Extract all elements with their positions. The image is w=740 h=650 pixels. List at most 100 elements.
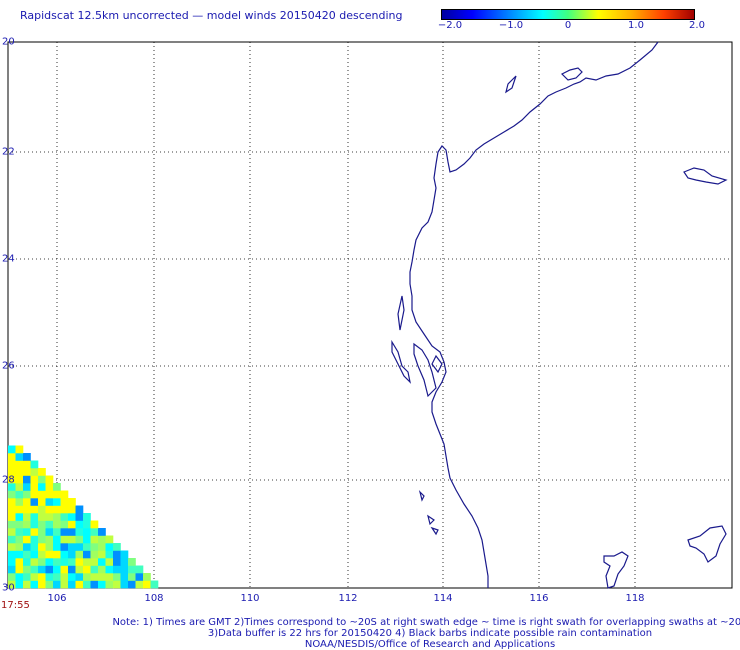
wind-cell xyxy=(68,558,76,566)
wind-cell xyxy=(75,573,84,581)
wind-cell xyxy=(45,558,54,566)
lat-label: 24 xyxy=(2,253,15,265)
wind-cell xyxy=(30,558,39,566)
wind-cell xyxy=(120,580,129,589)
wind-cell xyxy=(83,543,91,551)
wind-cell xyxy=(75,513,84,521)
wind-cell xyxy=(8,550,16,559)
wind-cell xyxy=(30,490,39,499)
wind-cell xyxy=(105,543,114,551)
wind-cell xyxy=(143,580,151,589)
wind-cell xyxy=(83,565,91,574)
wind-cell xyxy=(15,580,24,589)
wind-cell xyxy=(90,543,99,551)
colorbar-tick: −1.0 xyxy=(498,20,524,31)
wind-cell xyxy=(38,513,46,521)
wind-cell xyxy=(30,565,39,574)
wind-cell xyxy=(60,580,69,589)
wind-cell xyxy=(45,505,54,514)
wind-cell xyxy=(53,483,61,491)
wind-cell xyxy=(8,483,16,491)
wind-cell xyxy=(105,573,114,581)
wind-cell xyxy=(8,580,16,589)
wind-cell xyxy=(53,543,61,551)
wind-cell xyxy=(45,513,54,521)
wind-cell xyxy=(90,535,99,544)
wind-cell xyxy=(8,513,16,521)
wind-cell xyxy=(128,565,136,574)
wind-cell xyxy=(98,573,106,581)
wind-cell xyxy=(60,550,69,559)
wind-cell xyxy=(23,520,31,529)
wind-cell xyxy=(8,573,16,581)
colorbar-tick: 0 xyxy=(564,20,572,31)
wind-cell xyxy=(8,460,16,469)
wind-cell xyxy=(30,468,39,476)
wind-cell xyxy=(128,573,136,581)
wind-cell xyxy=(38,580,46,589)
wind-cell xyxy=(23,453,31,461)
map-title: Rapidscat 12.5km uncorrected — model win… xyxy=(20,9,403,22)
wind-cell xyxy=(23,490,31,499)
wind-cell xyxy=(60,573,69,581)
wind-cell xyxy=(83,528,91,536)
wind-cell xyxy=(83,580,91,589)
wind-cell xyxy=(15,483,24,491)
lon-label: 118 xyxy=(625,593,645,604)
wind-cell xyxy=(30,580,39,589)
wind-cell xyxy=(30,460,39,469)
lon-label: 116 xyxy=(529,593,549,604)
wind-cell xyxy=(60,528,69,536)
wind-cell xyxy=(60,520,69,529)
wind-cell xyxy=(38,535,46,544)
wind-cell xyxy=(15,565,24,574)
wind-cell xyxy=(38,475,46,484)
lat-label: 28 xyxy=(2,474,15,486)
wind-cell xyxy=(38,558,46,566)
wind-cell xyxy=(8,520,16,529)
wind-cell xyxy=(53,573,61,581)
coastline xyxy=(391,41,728,589)
wind-cell xyxy=(128,580,136,589)
footnote-line-2: 3)Data buffer is 22 hrs for 20150420 4) … xyxy=(207,628,653,639)
wind-cell xyxy=(68,528,76,536)
colorbar xyxy=(441,9,695,20)
wind-cell xyxy=(75,565,84,574)
wind-cell xyxy=(75,543,84,551)
wind-cell xyxy=(38,528,46,536)
footnote-line-3: NOAA/NESDIS/Office of Research and Appli… xyxy=(304,639,556,650)
grid-lines xyxy=(8,42,732,588)
wind-cell xyxy=(113,543,121,551)
wind-cell xyxy=(45,498,54,506)
wind-cell xyxy=(30,498,39,506)
wind-cell xyxy=(98,550,106,559)
wind-cell xyxy=(105,565,114,574)
wind-cell xyxy=(83,558,91,566)
wind-cell xyxy=(75,505,84,514)
lat-label: 20 xyxy=(2,36,15,48)
wind-cell xyxy=(90,550,99,559)
wind-cell xyxy=(15,550,24,559)
wind-cell xyxy=(8,565,16,574)
wind-cell xyxy=(113,550,121,559)
wind-cell xyxy=(150,580,159,589)
wind-cell xyxy=(68,498,76,506)
wind-cell xyxy=(105,550,114,559)
wind-cell xyxy=(90,520,99,529)
wind-cell xyxy=(45,543,54,551)
wind-cell xyxy=(45,550,54,559)
wind-cell xyxy=(60,543,69,551)
wind-cell xyxy=(15,543,24,551)
wind-cell xyxy=(45,565,54,574)
wind-cell xyxy=(38,483,46,491)
wind-cell xyxy=(23,475,31,484)
wind-cell xyxy=(23,513,31,521)
wind-cell xyxy=(98,528,106,536)
wind-cell xyxy=(45,573,54,581)
wind-cell xyxy=(120,565,129,574)
lat-label: 26 xyxy=(2,360,15,372)
wind-cell xyxy=(98,558,106,566)
wind-cell xyxy=(105,535,114,544)
wind-cell xyxy=(90,565,99,574)
